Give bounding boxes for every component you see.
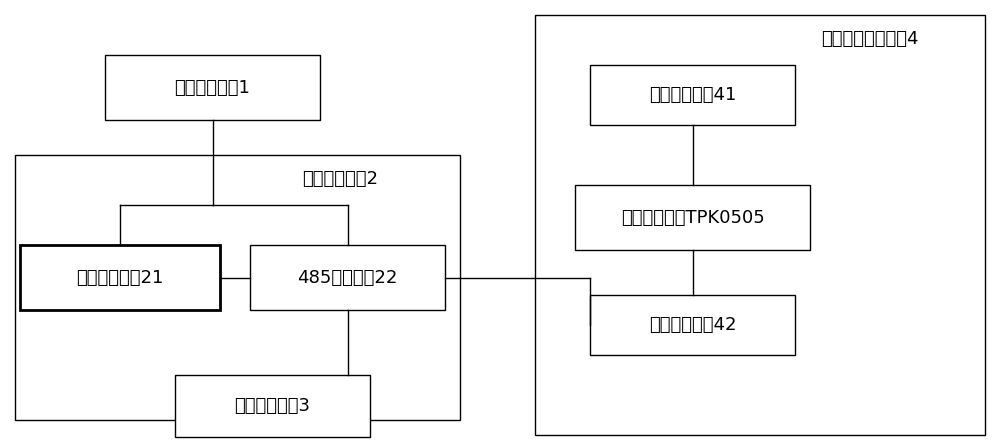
Bar	[105, 55, 320, 120]
Text: 电源转换芯片TPK0505: 电源转换芯片TPK0505	[621, 208, 764, 227]
Bar	[590, 65, 795, 125]
Bar	[250, 245, 445, 310]
Bar	[20, 245, 220, 310]
Bar	[535, 15, 985, 435]
Text: 逻辑控制电路21: 逻辑控制电路21	[76, 268, 164, 286]
Text: 第二滤波电路42: 第二滤波电路42	[649, 316, 736, 334]
Bar	[575, 185, 810, 250]
Bar	[175, 375, 370, 437]
Text: 第二通信电路3: 第二通信电路3	[234, 397, 310, 415]
Text: 通信电源隔离电路4: 通信电源隔离电路4	[821, 30, 919, 48]
Text: 第一通信电路2: 第一通信电路2	[302, 170, 378, 188]
Text: 磁耦隔离电路1: 磁耦隔离电路1	[175, 78, 250, 96]
Bar	[590, 295, 795, 355]
Text: 485通信模块22: 485通信模块22	[297, 268, 398, 286]
Bar	[15, 155, 460, 420]
Text: 第一滤波电路41: 第一滤波电路41	[649, 86, 736, 104]
